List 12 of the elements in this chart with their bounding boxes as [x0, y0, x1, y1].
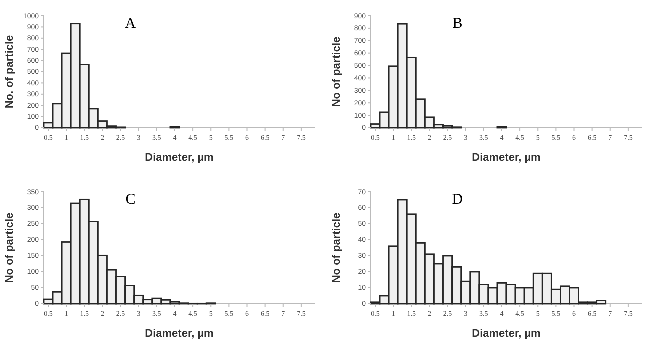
y-axis-title: No. of particle [4, 35, 16, 109]
y-axis-title: No of particle [331, 36, 343, 108]
chart-title: D [452, 192, 464, 208]
y-axis-title: No of particle [331, 212, 343, 284]
x-axis-title: Diameter, µm [472, 328, 542, 340]
x-axis-title: Diameter, µm [472, 152, 542, 164]
x-axis-title: Diameter, µm [145, 328, 214, 340]
chart-title: C [126, 192, 136, 208]
y-axis-title: No of particle [4, 212, 16, 284]
chart-title: A [125, 16, 136, 32]
chart-title: B [452, 16, 463, 32]
x-axis-title: Diameter, µm [145, 152, 214, 164]
